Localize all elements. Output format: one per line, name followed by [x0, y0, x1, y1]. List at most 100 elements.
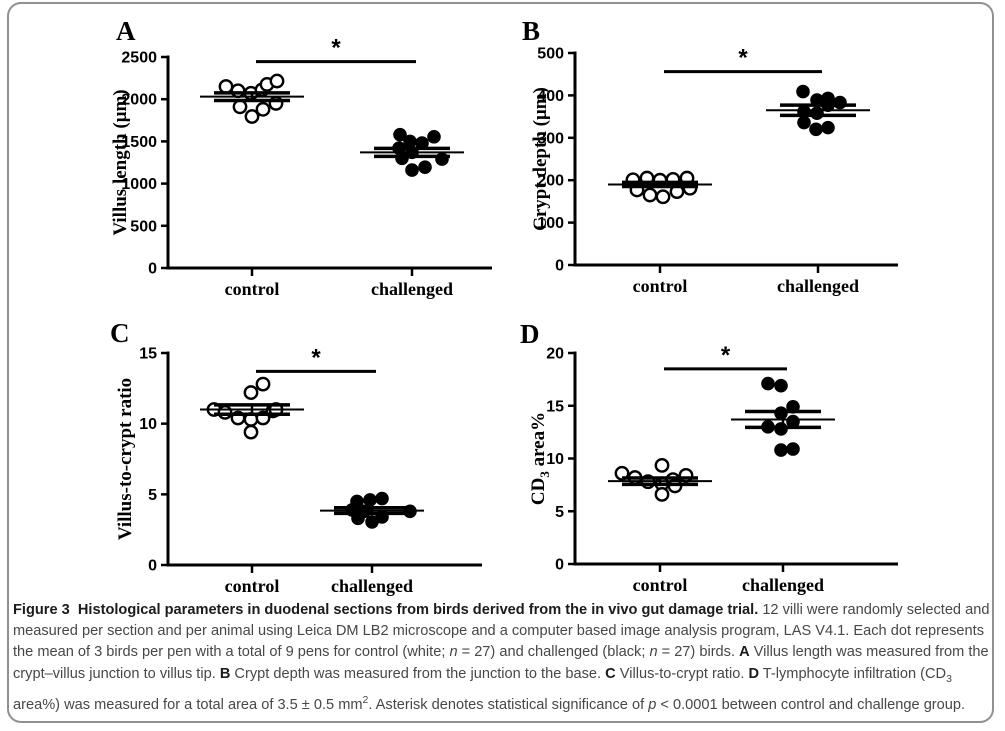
caption-segment: C — [605, 665, 616, 682]
panel-b-crypt-depth-plot: B 0 100 200 300 400 500 Crypt depth (μm) control… — [500, 10, 900, 300]
scatter-point-filled — [833, 95, 847, 110]
scatter-point-open — [255, 376, 271, 392]
category-label: control — [225, 279, 280, 299]
scatter-point-open — [269, 73, 285, 89]
scatter-point-filled — [797, 115, 811, 130]
y-tick-label: 500 — [537, 46, 564, 63]
scatter-point-filled — [761, 376, 775, 391]
y-tick-label: 1500 — [121, 134, 157, 151]
caption-segment: Villus-to-crypt ratio. — [615, 665, 749, 682]
scatter-point-filled — [363, 493, 377, 507]
significance-asterisk: * — [311, 344, 321, 371]
y-axis-label: CD3 area% — [528, 412, 552, 505]
significance-asterisk: * — [738, 45, 748, 72]
scatter-plot-svg: D 0 5 10 15 20 CD3 area% control challenged * — [520, 319, 898, 595]
caption-segment: < 0.0001 between control and challenge g… — [656, 696, 966, 713]
y-tick-label: 5 — [148, 487, 157, 504]
panel-letter: B — [522, 16, 540, 46]
category-label: control — [633, 276, 688, 296]
y-tick-label: 15 — [139, 346, 157, 363]
scatter-point-open — [243, 424, 259, 440]
scatter-point-filled — [375, 491, 389, 506]
caption-segment: Villus length was measured from the cryp… — [13, 644, 989, 682]
figure-caption: Figure 3 Histological parameters in duod… — [13, 600, 990, 716]
category-label: control — [633, 575, 688, 595]
y-tick-label: 10 — [139, 416, 157, 433]
scatter-point-open — [218, 79, 234, 94]
scatter-point-filled — [415, 136, 429, 150]
scatter-point-open — [654, 457, 670, 473]
caption-segment: B — [219, 665, 231, 682]
y-tick-label: 5 — [555, 504, 564, 521]
significance-asterisk: * — [331, 35, 341, 62]
caption-segment: T-lymphocyte infiltration (CD — [758, 665, 947, 682]
scatter-point-open — [654, 486, 670, 502]
scatter-point-open — [642, 187, 658, 203]
y-tick-label: 200 — [537, 173, 564, 190]
scatter-point-filled — [435, 152, 449, 166]
y-tick-label: 300 — [537, 130, 564, 147]
scatter-point-open — [655, 189, 671, 205]
caption-segment: p — [648, 696, 657, 713]
y-tick-label: 1000 — [121, 176, 157, 193]
panel-letter: A — [116, 16, 136, 46]
caption-segment: 3 — [946, 672, 952, 685]
caption-segment: Figure 3 Histological parameters in duod… — [13, 602, 759, 618]
caption-segment: A — [739, 644, 750, 661]
panel-letter: C — [110, 318, 130, 348]
caption-segment: = 27) and challenged (black; — [457, 644, 650, 661]
y-axis-label: Crypt depth (μm) — [530, 87, 551, 231]
scatter-point-filled — [774, 378, 788, 393]
caption-segment: 2 — [362, 693, 369, 706]
scatter-plot-svg: B 0 100 200 300 400 500 Crypt depth (μm) control… — [522, 16, 898, 296]
scatter-point-filled — [393, 127, 407, 142]
y-tick-label: 0 — [148, 261, 157, 278]
scatter-plot-svg: A 0 500 1000 1500 2000 2500 Villus length (μm) c… — [110, 16, 492, 299]
caption-segment: D — [748, 665, 759, 682]
panel-letter: D — [520, 319, 540, 349]
caption-segment: 12 villi were randomly selected and meas… — [13, 602, 990, 661]
scatter-point-filled — [418, 160, 432, 174]
scatter-point-filled — [405, 163, 419, 177]
scatter-point-filled — [786, 414, 800, 429]
caption-segment: area%) was measured for a total area of … — [13, 696, 363, 713]
figure-border — [7, 2, 994, 723]
scatter-point-filled — [365, 515, 379, 529]
caption-segment: = 27) birds. — [657, 644, 740, 661]
y-tick-label: 100 — [537, 215, 564, 232]
category-label: challenged — [371, 279, 453, 299]
caption-segment: n — [449, 644, 458, 661]
category-label: challenged — [742, 575, 824, 595]
y-tick-label: 0 — [148, 558, 157, 575]
scatter-point-filled — [774, 443, 788, 457]
y-tick-label: 2000 — [121, 92, 157, 109]
y-axis-label: Villus-to-crypt ratio — [115, 378, 136, 540]
scatter-point-open — [232, 99, 248, 115]
panel-c-villus-crypt-ratio-plot: C 0 5 10 15 Villus-to-crypt ratio control chall… — [100, 310, 500, 600]
y-tick-label: 0 — [555, 258, 564, 275]
scatter-point-filled — [403, 134, 417, 149]
category-label: challenged — [777, 276, 859, 296]
y-tick-label: 500 — [130, 218, 157, 235]
significance-asterisk: * — [721, 342, 731, 369]
scatter-point-open — [217, 404, 233, 420]
y-axis-label: Villus length (μm) — [110, 89, 131, 235]
scatter-point-filled — [809, 122, 823, 137]
caption-segment: n — [649, 644, 658, 661]
panel-d-cd3-area-plot: D 0 5 10 15 20 CD3 area% control challenged * — [500, 310, 900, 600]
category-label: control — [225, 576, 280, 596]
y-tick-label: 2500 — [121, 50, 157, 67]
scatter-point-filled — [786, 442, 800, 456]
scatter-point-filled — [821, 120, 835, 135]
scatter-point-open — [255, 101, 271, 117]
caption-segment: Crypt depth was measured from the juncti… — [230, 665, 606, 682]
scatter-point-filled — [427, 129, 441, 144]
caption-segment: . Asterisk denotes statistical significa… — [368, 696, 649, 713]
y-tick-label: 0 — [555, 557, 564, 574]
scatter-point-open — [244, 109, 260, 124]
y-tick-label: 400 — [537, 88, 564, 105]
scatter-point-filled — [796, 84, 810, 99]
panel-a-villus-length-plot: A 0 500 1000 1500 2000 2500 Villus length (μm) c… — [100, 10, 500, 300]
category-label: challenged — [331, 576, 413, 596]
